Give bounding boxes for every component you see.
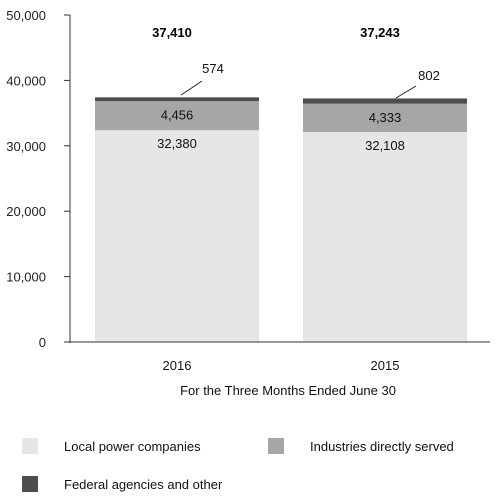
leader-line-2015 — [395, 85, 417, 99]
legend-item-local-power: Local power companies — [22, 438, 201, 454]
legend-swatch-industries — [268, 438, 284, 454]
data-label-2015-federal: 802 — [418, 68, 440, 83]
legend-swatch-local-power — [22, 438, 38, 454]
legend-label-industries: Industries directly served — [310, 438, 454, 454]
data-label-2016-local-power: 32,380 — [157, 136, 197, 151]
bar-segment-2015-0 — [303, 132, 467, 342]
x-category-label-2015: 2015 — [371, 358, 400, 373]
bar-segment-2015-1 — [303, 103, 467, 133]
bar-segment-2016-2 — [95, 97, 259, 102]
legend: Local power companies Industries directl… — [22, 430, 492, 496]
data-label-2015-industries: 4,333 — [369, 110, 402, 125]
bar-segment-2016-0 — [95, 130, 259, 342]
legend-label-local-power: Local power companies — [64, 438, 201, 454]
legend-item-industries: Industries directly served — [268, 438, 454, 454]
y-tick-label: 30,000 — [6, 139, 46, 154]
y-tick-label: 10,000 — [6, 270, 46, 285]
data-label-2015-local-power: 32,108 — [365, 138, 405, 153]
total-label-2016: 37,410 — [152, 25, 192, 40]
data-label-2016-federal: 574 — [202, 61, 224, 76]
legend-swatch-federal — [22, 476, 38, 492]
bar-segment-2015-2 — [303, 98, 467, 104]
y-tick-label: 40,000 — [6, 73, 46, 88]
data-label-2016-industries: 4,456 — [161, 108, 194, 123]
x-category-label-2016: 2016 — [163, 358, 192, 373]
x-axis-title: For the Three Months Ended June 30 — [180, 383, 396, 398]
leader-line-2016 — [180, 80, 203, 96]
total-label-2015: 37,243 — [360, 25, 400, 40]
y-tick-label: 20,000 — [6, 204, 46, 219]
legend-item-federal: Federal agencies and other — [22, 476, 222, 492]
y-tick-label: 50,000 — [6, 8, 46, 23]
bar-segment-2016-1 — [95, 101, 259, 131]
legend-label-federal: Federal agencies and other — [64, 476, 223, 492]
y-tick-label: 0 — [39, 335, 46, 350]
